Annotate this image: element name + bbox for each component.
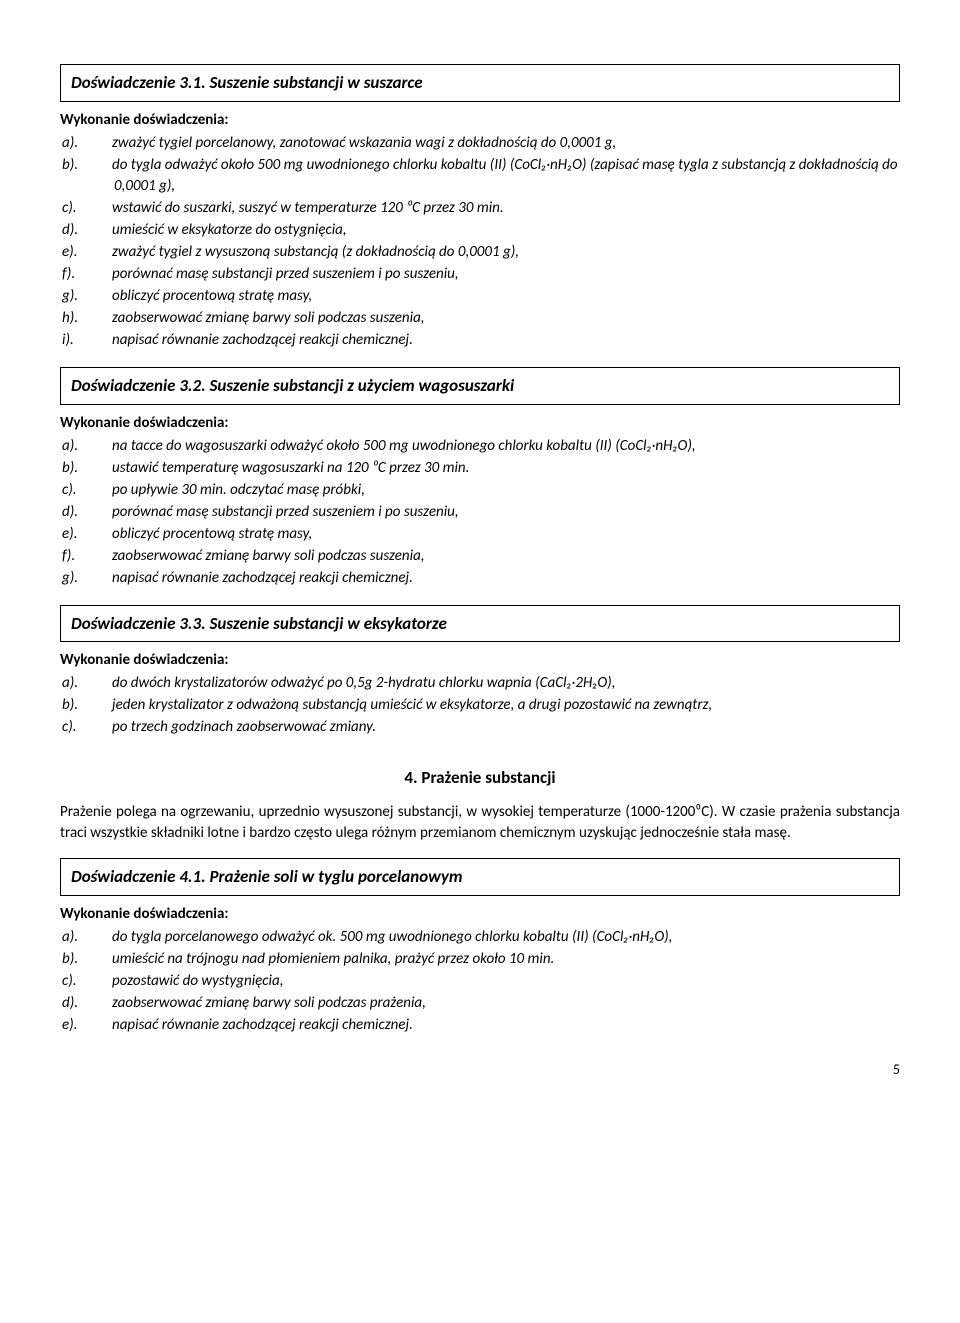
item-text: zważyć tygiel porcelanowy, zanotować wsk… — [112, 134, 616, 152]
item-label: e). — [88, 242, 112, 263]
item-text: porównać masę substancji przed suszeniem… — [112, 265, 459, 283]
item-text: na tacce do wagosuszarki odważyć około 5… — [112, 437, 696, 455]
item-label: b). — [88, 695, 112, 716]
item-text: zważyć tygiel z wysuszoną substancją (z … — [112, 243, 519, 261]
list-item: d).zaobserwować zmianę barwy soli podcza… — [88, 993, 900, 1014]
item-label: a). — [88, 133, 112, 154]
item-text: jeden krystalizator z odważoną substancj… — [112, 696, 712, 714]
item-label: b). — [88, 458, 112, 479]
item-label: d). — [88, 502, 112, 523]
experiment-3-3-box: Doświadczenie 3.3. Suszenie substancji w… — [60, 605, 900, 643]
experiment-3-1-title: Doświadczenie 3.1. Suszenie substancji w… — [71, 71, 889, 95]
page-number: 5 — [60, 1060, 900, 1080]
item-text: umieścić na trójnogu nad płomieniem paln… — [112, 950, 554, 968]
item-label: c). — [88, 971, 112, 992]
item-text: po trzech godzinach zaobserwować zmiany. — [112, 718, 376, 736]
item-text: pozostawić do wystygnięcia, — [112, 972, 283, 990]
item-label: d). — [88, 220, 112, 241]
list-item: c).po trzech godzinach zaobserwować zmia… — [88, 717, 900, 738]
item-label: c). — [88, 198, 112, 219]
list-item: b).umieścić na trójnogu nad płomieniem p… — [88, 949, 900, 970]
list-item: a).do tygla porcelanowego odważyć ok. 50… — [88, 927, 900, 948]
item-label: f). — [88, 264, 112, 285]
item-text: napisać równanie zachodzącej reakcji che… — [112, 569, 413, 587]
item-label: a). — [88, 673, 112, 694]
item-text: wstawić do suszarki, suszyć w temperatur… — [112, 199, 504, 217]
experiment-3-3-list: a).do dwóch krystalizatorów odważyć po 0… — [60, 673, 900, 738]
list-item: d).umieścić w eksykatorze do ostygnięcia… — [88, 220, 900, 241]
item-label: a). — [88, 436, 112, 457]
experiment-3-2-box: Doświadczenie 3.2. Suszenie substancji z… — [60, 367, 900, 405]
list-item: c).pozostawić do wystygnięcia, — [88, 971, 900, 992]
item-text: ustawić temperaturę wagosuszarki na 120 … — [112, 459, 469, 477]
item-text: zaobserwować zmianę barwy soli podczas s… — [112, 547, 425, 565]
item-text: po upływie 30 min. odczytać masę próbki, — [112, 481, 365, 499]
item-text: do tygla porcelanowego odważyć ok. 500 m… — [112, 928, 672, 946]
experiment-4-1-list: a).do tygla porcelanowego odważyć ok. 50… — [60, 927, 900, 1036]
item-label: d). — [88, 993, 112, 1014]
item-label: c). — [88, 717, 112, 738]
list-item: a).na tacce do wagosuszarki odważyć okoł… — [88, 436, 900, 457]
list-item: d).porównać masę substancji przed suszen… — [88, 502, 900, 523]
item-text: obliczyć procentową stratę masy, — [112, 525, 312, 543]
item-label: g). — [88, 568, 112, 589]
list-item: f).zaobserwować zmianę barwy soli podcza… — [88, 546, 900, 567]
item-text: zaobserwować zmianę barwy soli podczas s… — [112, 309, 425, 327]
list-item: a).zważyć tygiel porcelanowy, zanotować … — [88, 133, 900, 154]
item-label: c). — [88, 480, 112, 501]
list-item: g).obliczyć procentową stratę masy, — [88, 286, 900, 307]
list-item: c).po upływie 30 min. odczytać masę prób… — [88, 480, 900, 501]
list-item: e).napisać równanie zachodzącej reakcji … — [88, 1015, 900, 1036]
experiment-3-2-title: Doświadczenie 3.2. Suszenie substancji z… — [71, 374, 889, 398]
section-4-heading: 4. Prażenie substancji — [60, 766, 900, 790]
experiment-3-1-box: Doświadczenie 3.1. Suszenie substancji w… — [60, 64, 900, 102]
item-text: porównać masę substancji przed suszeniem… — [112, 503, 459, 521]
list-item: i).napisać równanie zachodzącej reakcji … — [88, 330, 900, 351]
item-label: e). — [88, 1015, 112, 1036]
item-label: b). — [88, 949, 112, 970]
list-item: b).ustawić temperaturę wagosuszarki na 1… — [88, 458, 900, 479]
experiment-3-3-title: Doświadczenie 3.3. Suszenie substancji w… — [71, 612, 889, 636]
item-label: h). — [88, 308, 112, 329]
experiment-3-1-subhead: Wykonanie doświadczenia: — [60, 110, 900, 131]
experiment-4-1-box: Doświadczenie 4.1. Prażenie soli w tyglu… — [60, 858, 900, 896]
item-text: umieścić w eksykatorze do ostygnięcia, — [112, 221, 347, 239]
item-text: zaobserwować zmianę barwy soli podczas p… — [112, 994, 426, 1012]
item-text: obliczyć procentową stratę masy, — [112, 287, 312, 305]
item-text: napisać równanie zachodzącej reakcji che… — [112, 331, 413, 349]
item-label: f). — [88, 546, 112, 567]
list-item: e).zważyć tygiel z wysuszoną substancją … — [88, 242, 900, 263]
list-item: e).obliczyć procentową stratę masy, — [88, 524, 900, 545]
experiment-4-1-subhead: Wykonanie doświadczenia: — [60, 904, 900, 925]
list-item: f).porównać masę substancji przed suszen… — [88, 264, 900, 285]
item-text: do tygla odważyć około 500 mg uwodnioneg… — [112, 156, 898, 195]
experiment-3-3-subhead: Wykonanie doświadczenia: — [60, 650, 900, 671]
item-label: e). — [88, 524, 112, 545]
experiment-3-2-list: a).na tacce do wagosuszarki odważyć okoł… — [60, 436, 900, 589]
item-text: napisać równanie zachodzącej reakcji che… — [112, 1016, 413, 1034]
list-item: c).wstawić do suszarki, suszyć w tempera… — [88, 198, 900, 219]
item-label: g). — [88, 286, 112, 307]
item-label: i). — [88, 330, 112, 351]
experiment-4-1-title: Doświadczenie 4.1. Prażenie soli w tyglu… — [71, 865, 889, 889]
item-text: do dwóch krystalizatorów odważyć po 0,5g… — [112, 674, 615, 692]
experiment-3-1-list: a).zważyć tygiel porcelanowy, zanotować … — [60, 133, 900, 351]
list-item: g).napisać równanie zachodzącej reakcji … — [88, 568, 900, 589]
experiment-3-2-subhead: Wykonanie doświadczenia: — [60, 413, 900, 434]
list-item: b).jeden krystalizator z odważoną substa… — [88, 695, 900, 716]
item-label: a). — [88, 927, 112, 948]
list-item: b).do tygla odważyć około 500 mg uwodnio… — [88, 155, 900, 197]
list-item: a).do dwóch krystalizatorów odważyć po 0… — [88, 673, 900, 694]
section-4-paragraph: Prażenie polega na ogrzewaniu, uprzednio… — [60, 802, 900, 844]
list-item: h).zaobserwować zmianę barwy soli podcza… — [88, 308, 900, 329]
item-label: b). — [88, 155, 112, 176]
